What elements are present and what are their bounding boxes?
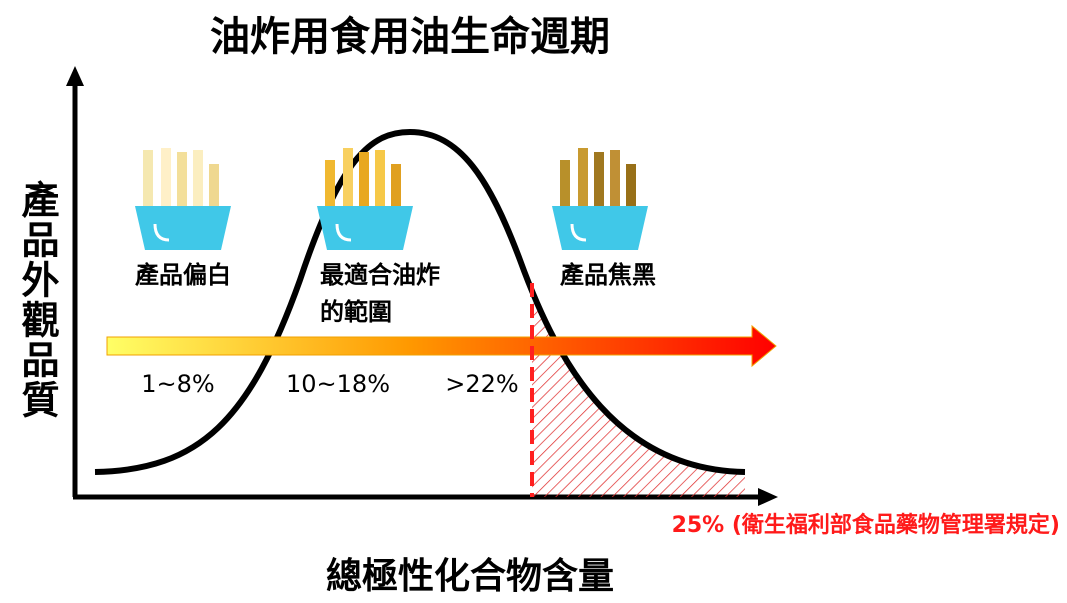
range-label: 1~8% (141, 370, 214, 398)
range-label: >22% (445, 370, 518, 398)
stage-label: 最適合油炸 (320, 261, 440, 289)
arrow (106, 324, 777, 368)
x-arrow (758, 488, 778, 506)
fries-dark (550, 148, 650, 252)
range-label: 10~18% (286, 370, 390, 398)
stage-label: 產品偏白 (135, 261, 231, 289)
fries-pale (133, 148, 233, 252)
threshold-label: 25% (衛生福利部食品藥物管理署規定) (672, 512, 1060, 538)
curve (94, 128, 746, 475)
stage-label: 產品焦黑 (560, 261, 656, 289)
x-axis-label: 總極性化合物含量 (326, 556, 614, 597)
y-axis-label: 產品外觀品質 (15, 180, 59, 420)
hatched-area (532, 290, 745, 497)
stage-label: 的範圍 (320, 298, 392, 326)
fries-golden (315, 148, 415, 252)
y-arrow (66, 66, 84, 86)
title: 油炸用食用油生命週期 (210, 14, 610, 60)
